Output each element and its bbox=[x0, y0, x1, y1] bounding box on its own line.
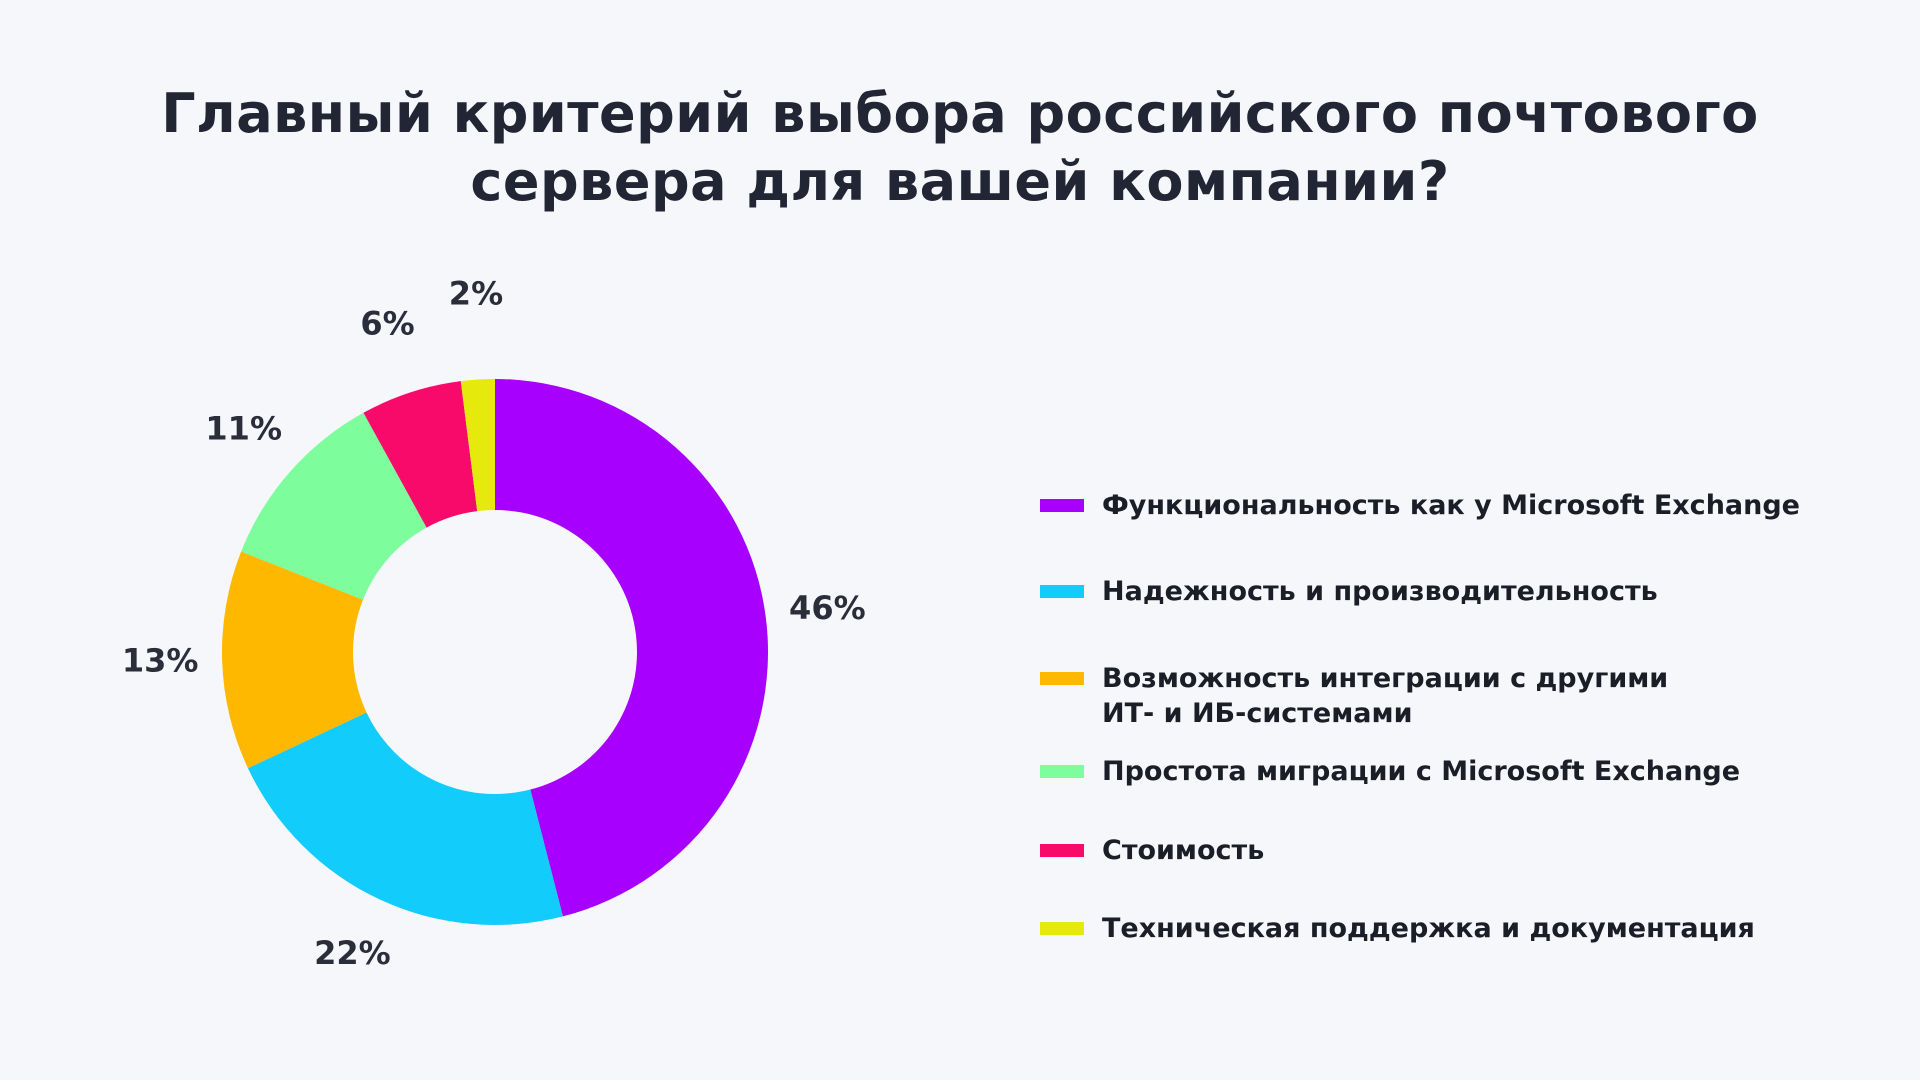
slice-label-integration: 13% bbox=[122, 642, 199, 680]
legend-swatch-integration bbox=[1040, 672, 1084, 685]
legend-swatch-cost bbox=[1040, 844, 1084, 857]
legend-label-integration-line-1: Возможность интеграции с другими bbox=[1102, 663, 1669, 694]
legend-item-reliability: Надежность и производительность bbox=[1040, 574, 1658, 609]
slice-label-functionality: 46% bbox=[789, 589, 866, 627]
donut-slices bbox=[222, 379, 769, 925]
legend-label-cost: Стоимость bbox=[1102, 833, 1264, 868]
slice-label-support: 2% bbox=[449, 275, 503, 313]
slice-labels: 46% 22% 13% 11% 6% 2% bbox=[122, 275, 866, 972]
slice-reliability bbox=[247, 712, 563, 925]
slice-label-reliability: 22% bbox=[314, 934, 391, 972]
slice-support bbox=[460, 379, 495, 512]
legend-item-cost: Стоимость bbox=[1040, 833, 1264, 868]
legend-label-integration-line-2: ИТ- и ИБ-системами bbox=[1102, 698, 1413, 729]
slice-cost bbox=[363, 381, 478, 528]
legend-label-support: Техническая поддержка и документация bbox=[1102, 911, 1755, 946]
slice-integration bbox=[222, 551, 367, 769]
slice-functionality bbox=[495, 379, 769, 917]
legend-item-support: Техническая поддержка и документация bbox=[1040, 911, 1755, 946]
legend-label-reliability: Надежность и производительность bbox=[1102, 574, 1658, 609]
chart-title-line-1: Главный критерий выбора российского почт… bbox=[161, 82, 1759, 145]
legend-label-migration-line-1: Простота миграции с Microsoft Exchange bbox=[1102, 756, 1741, 787]
legend-label-functionality: Функциональность как у Microsoft Exchang… bbox=[1102, 488, 1800, 523]
legend-label-functionality-line-1: Функциональность как у Microsoft Exchang… bbox=[1102, 490, 1800, 521]
slice-migration bbox=[241, 412, 427, 600]
legend-item-integration: Возможность интеграции с другими ИТ- и И… bbox=[1040, 661, 1668, 731]
legend-label-cost-line-1: Стоимость bbox=[1102, 835, 1265, 866]
legend-label-migration: Простота миграции с Microsoft Exchange bbox=[1102, 754, 1740, 789]
slice-label-migration: 11% bbox=[205, 409, 282, 447]
legend-swatch-reliability bbox=[1040, 585, 1084, 598]
legend-swatch-support bbox=[1040, 922, 1084, 935]
legend-swatch-functionality bbox=[1040, 499, 1084, 512]
chart-title-line-2: сервера для вашей компании? bbox=[470, 150, 1450, 213]
legend: Функциональность как у Microsoft Exchang… bbox=[1040, 0, 1900, 1080]
legend-swatch-migration bbox=[1040, 765, 1084, 778]
slice-label-cost: 6% bbox=[360, 304, 414, 342]
legend-item-migration: Простота миграции с Microsoft Exchange bbox=[1040, 754, 1740, 789]
chart-title: Главный критерий выбора российского почт… bbox=[0, 80, 1920, 216]
legend-label-support-line-1: Техническая поддержка и документация bbox=[1102, 913, 1755, 944]
legend-label-integration: Возможность интеграции с другими ИТ- и И… bbox=[1102, 661, 1668, 731]
legend-item-functionality: Функциональность как у Microsoft Exchang… bbox=[1040, 488, 1800, 523]
legend-label-reliability-line-1: Надежность и производительность bbox=[1102, 576, 1658, 607]
